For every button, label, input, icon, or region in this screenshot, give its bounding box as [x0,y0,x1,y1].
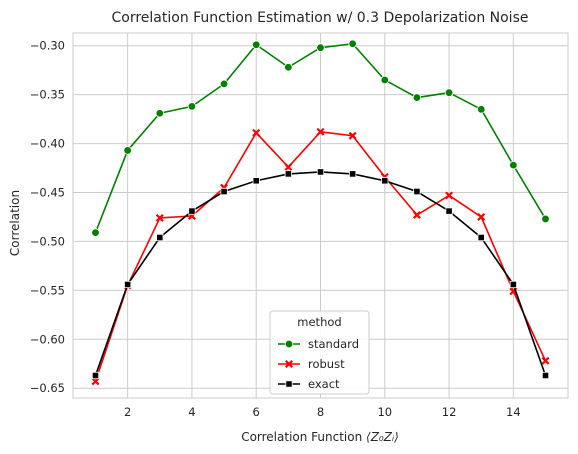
legend-label: robust [308,357,345,371]
legend-box [269,310,370,395]
data-point-exact [541,371,550,380]
data-point-exact [284,170,292,178]
data-point-robust [541,356,550,365]
data-point-standard [252,40,261,49]
legend-swatch-marker [284,339,294,349]
y-axis-label: Correlation [8,190,22,256]
data-point-standard [541,214,550,224]
legend: method standard robust exact [269,310,370,395]
data-point-exact [91,371,100,380]
series-lines [91,39,550,386]
x-axis-label-text: Correlation Function [241,430,366,444]
data-point-exact [124,280,132,289]
data-point-robust [477,212,486,221]
data-point-standard [187,102,197,111]
legend-label: exact [308,377,340,391]
data-point-robust [412,211,421,219]
series-robust [91,127,550,386]
y-tick-label: −0.60 [30,332,65,346]
data-point-exact [156,233,164,242]
data-point-exact [509,280,517,289]
y-tick-label: −0.65 [30,381,65,395]
x-tick-label: 14 [506,405,521,419]
legend-swatch-marker [285,360,293,368]
y-tick-label: −0.50 [30,234,65,248]
data-point-exact [445,207,453,215]
data-point-standard [123,146,132,155]
legend-item-exact: exact [278,377,340,391]
x-tick-label: 2 [124,405,131,419]
x-tick-label: 8 [317,405,324,419]
x-tick-label: 4 [188,405,195,419]
legend-swatch-marker [285,380,293,388]
legend-item-standard: standard [278,337,359,351]
data-point-standard [444,88,454,97]
x-tick-label: 10 [377,405,392,419]
y-tick-label: −0.45 [30,186,65,200]
y-tick-label: −0.30 [30,39,65,53]
data-point-standard [412,93,422,102]
x-axis-label: Correlation Function ⟨Z₀Zᵢ⟩ [241,430,399,444]
data-point-standard [348,39,357,48]
data-point-robust [348,131,357,140]
x-tick-label: 6 [253,405,260,419]
data-point-standard [380,75,389,85]
data-point-standard [316,43,325,52]
legend-label: standard [308,337,359,351]
data-point-standard [509,160,518,170]
data-point-exact [220,187,228,196]
data-point-robust [284,163,293,172]
y-axis-ticks: −0.65 −0.60 −0.55 −0.50 −0.45 −0.40 −0.35 −0.30 [30,39,65,395]
data-point-exact [477,233,485,242]
legend-title: method [297,315,341,329]
series-exact [91,168,550,380]
legend-item-robust: robust [278,357,345,371]
data-point-robust [155,213,164,222]
data-point-exact [252,177,260,185]
data-point-robust [91,377,100,386]
data-point-standard [155,109,164,118]
data-point-exact [381,177,389,185]
data-point-standard [91,228,100,237]
data-point-standard [219,79,229,89]
data-point-robust [316,127,325,136]
data-point-exact [316,168,325,176]
x-tick-label: 12 [442,405,457,419]
data-point-standard [477,105,486,114]
y-tick-label: −0.35 [30,88,65,102]
chart-title: Correlation Function Estimation w/ 0.3 D… [112,10,529,26]
y-tick-label: −0.40 [30,137,65,151]
y-tick-label: −0.55 [30,283,65,297]
plot-area [72,32,569,399]
data-point-exact [188,207,196,215]
x-axis-ticks: 2 4 6 8 10 12 14 [124,405,521,419]
x-axis-label-math: ⟨Z₀Zᵢ⟩ [366,430,399,444]
data-point-robust [252,128,261,137]
data-point-exact [413,187,421,196]
data-point-robust [445,191,454,200]
data-point-exact [349,170,357,178]
series-standard [91,39,550,237]
data-point-standard [284,63,293,72]
